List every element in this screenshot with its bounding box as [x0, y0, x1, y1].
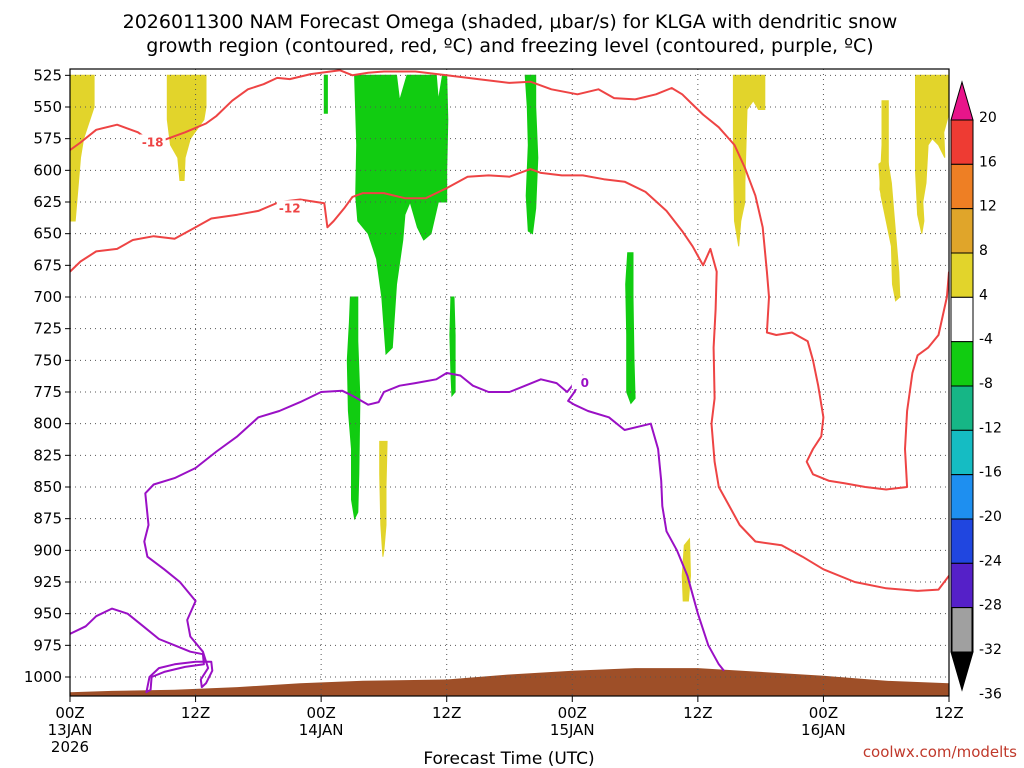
omega-region-8: [379, 440, 388, 557]
x-tick-label: 00Z: [558, 704, 587, 722]
omega-region-1: [166, 74, 207, 181]
x-tick-label: 00Z: [55, 704, 84, 722]
colorbar-segment: [950, 474, 974, 520]
y-tick-label: 525: [33, 66, 62, 84]
contour-label-bg: [139, 134, 166, 149]
contour-label: -18: [142, 135, 164, 149]
colorbar-top-arrow: [950, 80, 974, 121]
y-tick-label: 875: [33, 510, 62, 528]
x-tick-label: 12Z: [934, 704, 963, 722]
contour-line--12: [70, 168, 949, 592]
terrain-fill: [70, 668, 949, 696]
x-tick-label: 12Z: [683, 704, 712, 722]
omega-region-13: [681, 537, 692, 602]
colorbar-segment: [950, 119, 974, 165]
x-tick-label: 12Z: [432, 704, 461, 722]
plot-area: [70, 69, 949, 696]
contour-layer: [70, 69, 949, 694]
colorbar-tick-label: -24: [979, 553, 1002, 569]
credit-text: coolwx.com/modelts: [863, 743, 1017, 761]
omega-region-0: [70, 74, 95, 222]
y-tick-label: 775: [33, 383, 62, 401]
x-tick-label: 00Z: [306, 704, 335, 722]
chart-title-line2: growth region (contoured, red, ºC) and f…: [146, 35, 873, 57]
colorbar-tick-label: -32: [979, 642, 1002, 658]
omega-region-5: [346, 296, 361, 521]
y-axis-pressure: 525 550 575 600 625 650 675 700 725 750 775 800 825 8…: [24, 66, 70, 686]
colorbar-tick-label: 4: [979, 287, 988, 303]
y-tick-label: 550: [33, 98, 62, 116]
omega-region-7: [625, 252, 636, 405]
x-tick-label: 15JAN: [550, 721, 595, 739]
colorbar-segment: [950, 252, 974, 298]
y-tick-label: 700: [33, 288, 62, 306]
contour-label: 0: [581, 376, 589, 390]
omega-region-12: [878, 156, 901, 302]
colorbar-legend: 20 16 12 8 4 -4 -8 -12 -16 -20 -24 -28 -32 -36: [950, 80, 1002, 702]
colorbar-tick-label: -8: [979, 376, 993, 392]
colorbar-tick-label: -36: [979, 686, 1002, 702]
colorbar-bottom-arrow: [950, 651, 974, 692]
y-tick-label: 975: [33, 636, 62, 654]
plot-frame: [69, 68, 950, 697]
colorbar-segment: [950, 163, 974, 210]
omega-region-2: [323, 74, 328, 114]
colorbar-tick-label: 8: [979, 243, 988, 259]
contour-label-layer: -18 -12 0: [139, 134, 598, 390]
contour-label: -12: [279, 201, 301, 215]
y-tick-label: 925: [33, 573, 62, 591]
omega-shading-layer: [70, 74, 949, 602]
contour-label-bg: [276, 200, 303, 215]
x-tick-label: 13JAN: [48, 721, 93, 739]
x-tick-label: 16JAN: [801, 721, 846, 739]
y-tick-label: 1000: [24, 668, 62, 686]
colorbar-segment: [950, 296, 974, 343]
colorbar-tick-label: -16: [979, 465, 1002, 481]
x-tick-label: 14JAN: [299, 721, 344, 739]
contour-label-bg: [571, 375, 598, 390]
colorbar-tick-label: 16: [979, 154, 997, 170]
colorbar-tick-label: -12: [979, 420, 1002, 436]
colorbar-segment: [950, 518, 974, 564]
y-tick-label: 725: [33, 320, 62, 338]
y-tick-label: 650: [33, 225, 62, 243]
y-tick-label: 900: [33, 541, 62, 559]
y-tick-label: 850: [33, 478, 62, 496]
colorbar-tick-label: -4: [979, 332, 993, 348]
x-axis-label: Forecast Time (UTC): [423, 749, 594, 768]
omega-region-11: [915, 74, 949, 234]
colorbar-segment: [950, 208, 974, 254]
contour-line-0: [70, 372, 725, 694]
colorbar-segment: [950, 385, 974, 431]
x-tick-label: 12Z: [181, 704, 210, 722]
colorbar-tick-label: 12: [979, 199, 997, 215]
y-tick-label: 825: [33, 446, 62, 464]
y-tick-label: 625: [33, 193, 62, 211]
y-tick-label: 575: [33, 130, 62, 148]
omega-region-4: [524, 74, 539, 235]
omega-region-6: [449, 296, 456, 398]
colorbar-tick-label: -28: [979, 598, 1002, 614]
y-tick-label: 600: [33, 161, 62, 179]
colorbar-segment: [951, 607, 973, 653]
chart-title-line1: 2026011300 NAM Forecast Omega (shaded, μ…: [123, 11, 898, 33]
y-tick-label: 800: [33, 415, 62, 433]
terrain-layer: [70, 668, 949, 696]
x-tick-label: 2026: [51, 738, 89, 756]
x-tick-label: 00Z: [809, 704, 838, 722]
y-tick-label: 750: [33, 351, 62, 369]
y-tick-label: 675: [33, 256, 62, 274]
colorbar-tick-label: -20: [979, 509, 1002, 525]
colorbar-segment: [950, 429, 974, 476]
colorbar-segment: [950, 562, 974, 609]
contour-line--18: [70, 69, 949, 491]
colorbar-segment: [950, 341, 974, 387]
colorbar-tick-label: 20: [979, 110, 997, 126]
omega-region-9: [732, 74, 766, 247]
y-tick-label: 950: [33, 605, 62, 623]
